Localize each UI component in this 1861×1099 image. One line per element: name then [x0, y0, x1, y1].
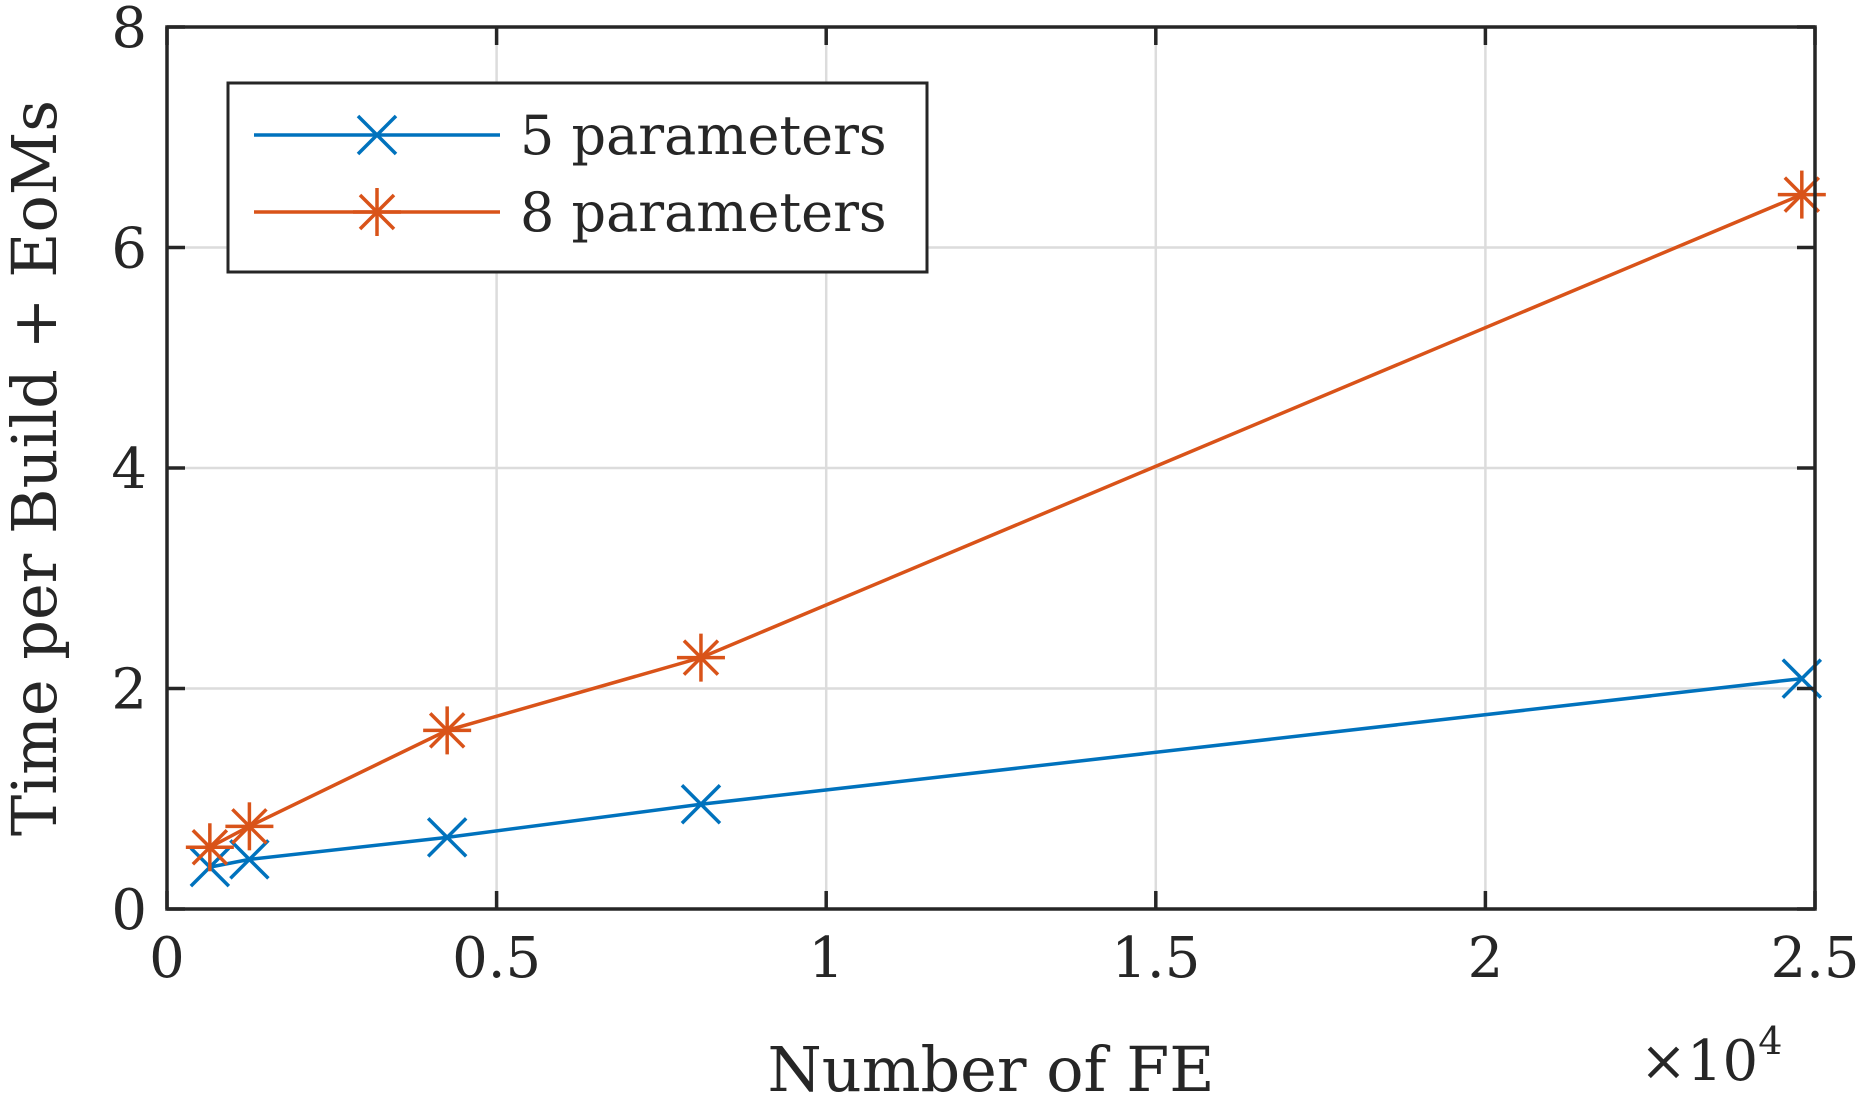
marker-stroke [680, 784, 722, 825]
marker-stroke [1783, 176, 1821, 213]
x-tick-label: 2.5 [1770, 926, 1859, 991]
x-tick-label: 1.5 [1111, 926, 1200, 991]
series-layer [185, 170, 1826, 888]
data-point-8-parameters [676, 633, 725, 682]
x-tick-label: 0 [149, 926, 185, 991]
marker-stroke [428, 712, 466, 749]
legend-entry-8-parameters: 8 parameters [254, 181, 887, 244]
legend-label: 5 parameters [520, 104, 887, 167]
marker-stroke [229, 839, 270, 880]
data-point-5-parameters [680, 784, 722, 825]
legend-entries: 5 parameters 8 parameters [254, 104, 887, 244]
x-axis-label: Number of FE [768, 1033, 1215, 1099]
y-tick-label: 8 [111, 0, 147, 61]
x-multiplier-base: ×10 [1640, 1029, 1758, 1094]
data-point-8-parameters [423, 706, 472, 755]
data-point-8-parameters [185, 823, 234, 872]
legend-label: 8 parameters [520, 181, 887, 244]
x-axis-multiplier: ×104 [1640, 1019, 1782, 1094]
x-tick-label: 1 [808, 926, 844, 991]
marker-stroke [231, 808, 268, 845]
legend: 5 parameters 8 parameters [226, 81, 929, 274]
marker-stroke [426, 817, 468, 858]
marker-stroke [682, 639, 720, 676]
ticks: 0 0.5 1 1.5 2 2.5 0 2 4 6 8 [111, 0, 1859, 991]
y-tick-label: 6 [111, 217, 147, 282]
y-tick-label: 0 [111, 878, 147, 943]
y-tick-label: 2 [111, 658, 147, 723]
legend-marker [356, 114, 398, 156]
x-multiplier-exponent: 4 [1758, 1019, 1782, 1063]
legend-entry-5-parameters: 5 parameters [254, 104, 887, 167]
marker-stroke [358, 193, 396, 231]
data-point-5-parameters [229, 839, 270, 880]
data-point-8-parameters [225, 802, 274, 851]
x-tick-label: 2 [1468, 926, 1504, 991]
x-tick-label: 0.5 [452, 926, 541, 991]
legend-box [226, 81, 929, 274]
legend-marker [353, 188, 401, 236]
y-tick-label: 4 [111, 437, 147, 502]
y-axis-label: Time per Build + EoMs [0, 100, 71, 836]
marker-stroke [191, 829, 229, 866]
data-point-8-parameters [1777, 170, 1826, 219]
data-point-5-parameters [426, 817, 468, 858]
marker-stroke [356, 114, 398, 156]
